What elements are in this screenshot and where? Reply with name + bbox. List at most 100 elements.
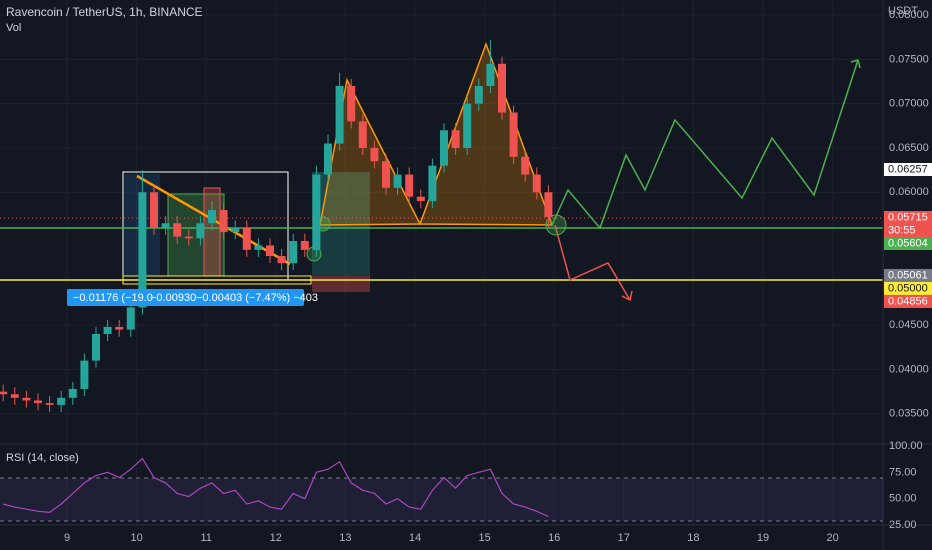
candle-body: [34, 400, 42, 404]
candle-body: [161, 223, 170, 228]
candle-body: [242, 227, 251, 250]
candle-body: [474, 85, 483, 104]
price-tag: [884, 281, 932, 295]
price-tick-label: 0.07000: [889, 98, 929, 110]
price-tick-label: 0.03500: [889, 408, 929, 420]
candle-body: [393, 174, 402, 188]
candle-body: [440, 130, 448, 166]
candle-body: [92, 334, 100, 361]
price-tick-label: 0.04000: [889, 363, 929, 375]
price-tag: [884, 237, 932, 251]
price-tag-label: 0.05000: [888, 282, 928, 294]
candle-body: [509, 112, 518, 157]
price-tag-label: 0.05604: [888, 237, 928, 249]
time-tick-label: 16: [548, 532, 560, 544]
price-tag: [884, 294, 932, 308]
time-tick-label: 20: [826, 532, 838, 544]
price-tag: [884, 268, 932, 282]
rsi-tick-label: 25.00: [889, 519, 917, 531]
candle-body: [463, 103, 472, 148]
rsi-tick-label: 75.00: [889, 466, 917, 478]
candle-body: [277, 256, 286, 264]
time-tick-label: 14: [409, 532, 421, 544]
candle-body: [266, 245, 274, 257]
time-tick-label: 11: [200, 532, 211, 544]
candle-body: [289, 240, 298, 264]
price-tag-label: 0.05061: [888, 269, 928, 281]
candle-body: [382, 161, 390, 188]
rsi-tick-label: 100.00: [889, 440, 923, 452]
rsi-line: [3, 457, 549, 518]
price-tick-label: 0.06500: [889, 142, 929, 154]
candle-body: [219, 209, 228, 233]
candle-body: [254, 245, 263, 250]
time-tick-label: 9: [64, 532, 70, 544]
price-tick-label: 0.08000: [889, 9, 929, 21]
price-tag: [884, 162, 932, 176]
candle-body: [312, 174, 321, 250]
candle-body: [347, 85, 356, 122]
measure-label: −0.00403 (−7.47%) −403: [196, 292, 318, 304]
time-tick-label: 13: [339, 532, 351, 544]
rsi-label[interactable]: RSI (14, close): [6, 452, 79, 464]
marker-circle: [545, 214, 567, 236]
candle-body: [532, 174, 541, 193]
measure-label: −0.00930: [150, 292, 196, 304]
price-tag-label: 0.06257: [888, 163, 928, 175]
candle-body: [335, 85, 344, 144]
time-tick-label: 18: [687, 532, 699, 544]
price-tick-label: 0.07500: [889, 53, 929, 65]
time-tick-label: 19: [757, 532, 769, 544]
candle-body: [196, 223, 205, 239]
time-tick-label: 12: [270, 532, 282, 544]
symbol-title[interactable]: Ravencoin / TetherUS, 1h, BINANCE: [6, 5, 203, 19]
candle-body: [324, 143, 332, 175]
volume-label[interactable]: Vol: [6, 22, 21, 34]
candle-body: [22, 397, 31, 401]
candle-body: [300, 240, 309, 250]
candle-body: [45, 403, 54, 405]
bullish-projection: [551, 59, 859, 230]
candle-body: [57, 397, 66, 405]
candle-body: [184, 236, 193, 239]
rsi-band: [0, 478, 883, 521]
long-position-zone: [312, 228, 370, 276]
time-tick-label: 10: [130, 532, 142, 544]
price-tag-label: 0.04856: [888, 295, 928, 307]
currency-unit: USDT: [888, 5, 918, 17]
base-box: [122, 275, 312, 285]
rsi-tick-label: 50.00: [889, 493, 917, 505]
measure-label: −0.01176 (−19.0: [73, 292, 153, 304]
candle-body: [405, 174, 414, 197]
candle-body: [103, 326, 112, 335]
candle-body: [521, 156, 530, 175]
candle-body: [208, 209, 216, 224]
candle-body: [451, 130, 460, 148]
bullish-arrowhead: [850, 59, 861, 69]
candle-body: [231, 227, 240, 233]
time-tick-label: 15: [478, 532, 490, 544]
price-tag: [884, 211, 932, 238]
bearish-arrowhead: [621, 290, 633, 302]
candle-body: [416, 196, 425, 202]
price-tick-label: 0.06000: [889, 186, 929, 198]
candle-body: [138, 192, 147, 308]
candle-body: [10, 394, 19, 398]
countdown-label: 30:55: [888, 224, 916, 236]
candle-body: [486, 63, 495, 86]
candle-body: [358, 121, 367, 148]
candle-body: [126, 307, 135, 330]
pattern-left: [319, 77, 422, 226]
candle-body: [68, 388, 77, 398]
candle-body: [80, 360, 89, 389]
candle-body: [115, 326, 124, 330]
candle-body: [370, 147, 379, 162]
candle-body: [428, 165, 437, 202]
price-tick-label: 0.04500: [889, 319, 929, 331]
long-position-loss: [312, 276, 370, 292]
bearish-projection: [554, 224, 631, 301]
candle-body: [0, 391, 8, 395]
price-tag-label: 0.05715: [888, 211, 928, 223]
